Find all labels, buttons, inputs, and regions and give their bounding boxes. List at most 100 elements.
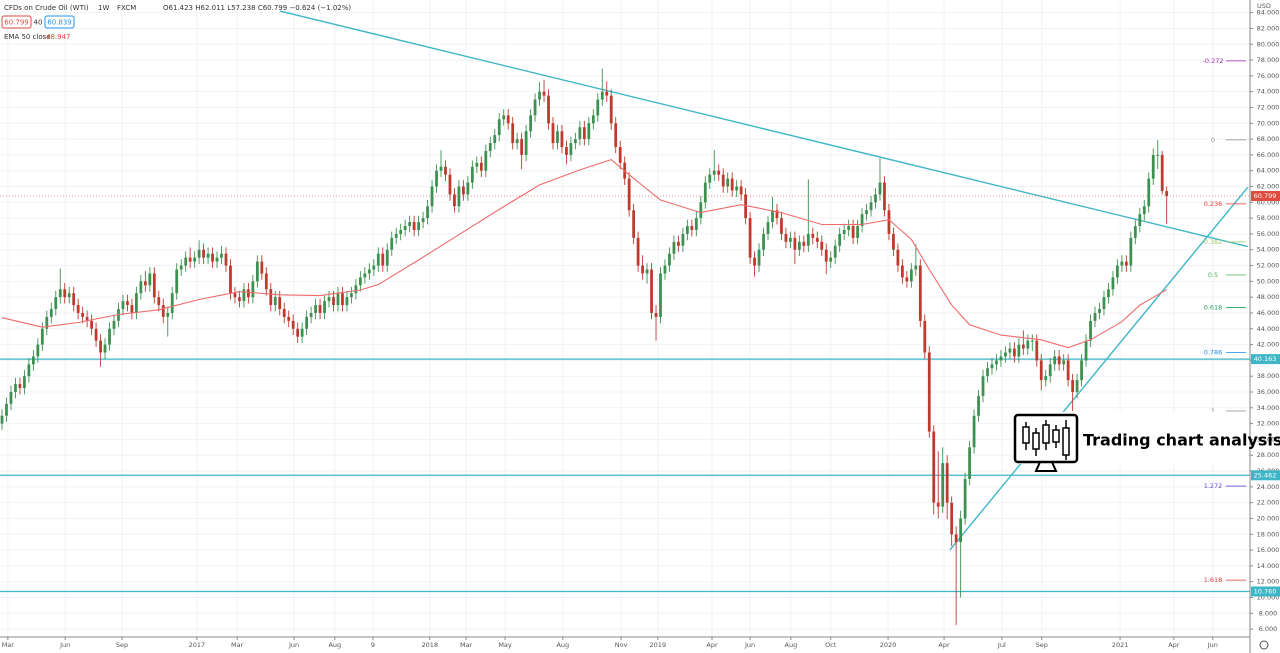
y-tick-label: 84.000	[1257, 9, 1280, 17]
candle-body	[851, 226, 855, 238]
x-tick-label: Oct	[825, 641, 837, 649]
candle-body	[381, 253, 385, 266]
candle-body	[811, 233, 815, 238]
y-tick-label: 62.000	[1257, 183, 1280, 191]
y-tick-label: 16.000	[1257, 546, 1280, 554]
candle-body	[681, 233, 685, 246]
candle-body	[887, 210, 891, 234]
candle-body	[963, 478, 967, 519]
candle-body	[708, 174, 712, 183]
candle-body	[211, 253, 214, 262]
last-price-box	[1251, 191, 1280, 202]
candle-body	[45, 316, 49, 329]
candle-body	[139, 281, 143, 294]
candle-body	[1138, 214, 1142, 227]
fib-label: 0.236	[1204, 200, 1223, 208]
candle-body	[1075, 380, 1079, 392]
y-tick-label: 46.000	[1257, 309, 1280, 317]
settings-icon[interactable]	[1259, 640, 1269, 650]
candle-body	[63, 289, 67, 298]
y-tick-label: 66.000	[1257, 151, 1280, 159]
candle-body	[327, 297, 331, 302]
candle-body	[529, 115, 532, 132]
candle-body	[470, 166, 474, 183]
candle-body	[995, 360, 998, 365]
watermark-text: Trading chart analysis	[1083, 431, 1280, 450]
candle-body	[780, 218, 783, 234]
y-tick-label: 80.000	[1257, 40, 1280, 48]
candle-body	[918, 265, 922, 321]
candle-body	[905, 277, 909, 282]
x-tick-label: Aug	[785, 641, 798, 649]
candle-body	[847, 226, 851, 230]
candle-body	[54, 297, 58, 310]
candle-body	[390, 237, 394, 250]
fib-label: 1.272	[1204, 482, 1223, 490]
candle-body	[865, 210, 868, 215]
candle-body	[717, 170, 721, 175]
candle-body	[157, 297, 161, 306]
candle-body	[914, 265, 918, 270]
candle-body	[802, 241, 806, 246]
candle-body	[242, 289, 246, 302]
ema-legend: EMA 50 close	[4, 33, 51, 41]
candle-body	[76, 305, 80, 313]
candle-body	[372, 265, 376, 270]
candle-body	[538, 91, 541, 100]
candle-body	[945, 463, 949, 503]
candle-body	[448, 174, 452, 195]
candle-body	[515, 139, 519, 144]
y-tick-label: 70.000	[1257, 119, 1280, 127]
candle-body	[981, 376, 985, 396]
plot: -0.272 0 0.236 0.382 0.5 0.618 0.786 1 1.272 1.61…	[0, 10, 1250, 626]
candle-body	[336, 293, 340, 306]
candle-body	[672, 241, 676, 254]
y-tick-label: 72.000	[1257, 103, 1280, 111]
candle-body	[618, 147, 622, 163]
candle-body	[67, 293, 71, 298]
candle-body	[999, 356, 1003, 361]
candle-body	[126, 301, 129, 306]
candle-body	[932, 431, 936, 503]
candle-body	[959, 518, 963, 543]
y-tick-label: 44.000	[1257, 325, 1280, 333]
candle-body	[878, 182, 882, 195]
fib-label: 0.786	[1204, 348, 1223, 356]
candle-body	[466, 182, 470, 195]
candle-body	[273, 297, 277, 306]
watermark: Trading chart analysis	[1012, 412, 1280, 472]
candle-body	[430, 186, 434, 207]
candle-body	[892, 233, 895, 250]
candle-body	[31, 356, 35, 365]
candle-body	[417, 222, 420, 230]
level-label: 25.462	[1254, 471, 1277, 479]
y-tick-label: 36.000	[1257, 388, 1280, 396]
x-tick-label: Jul	[997, 641, 1006, 649]
candle-body	[511, 123, 515, 144]
last-price-label: 60.799	[1254, 192, 1277, 200]
candle-body	[748, 218, 752, 258]
candle-body	[1133, 226, 1137, 238]
candle-body	[1098, 309, 1101, 313]
candle-body	[1035, 340, 1039, 361]
candle-body	[1026, 340, 1030, 349]
bid: 60.799	[4, 19, 29, 27]
trendline	[279, 10, 1248, 248]
candle-body	[954, 534, 958, 543]
x-tick-label: Jun	[288, 641, 299, 649]
settings-gear[interactable]	[1259, 640, 1269, 650]
candle-body	[1124, 261, 1128, 266]
fib-label: 1	[1211, 407, 1215, 415]
candle-body	[1151, 154, 1155, 179]
candle-body	[797, 241, 801, 250]
candle-body	[1062, 360, 1066, 365]
candle-body	[941, 463, 945, 507]
candle-body	[833, 245, 837, 258]
candle-body	[950, 502, 954, 535]
candle-body	[152, 273, 156, 298]
candle-body	[58, 289, 62, 298]
candle-body	[1004, 352, 1007, 357]
candle-body	[0, 415, 4, 424]
x-tick-label: Apr	[938, 641, 950, 649]
ask-box	[44, 15, 75, 29]
